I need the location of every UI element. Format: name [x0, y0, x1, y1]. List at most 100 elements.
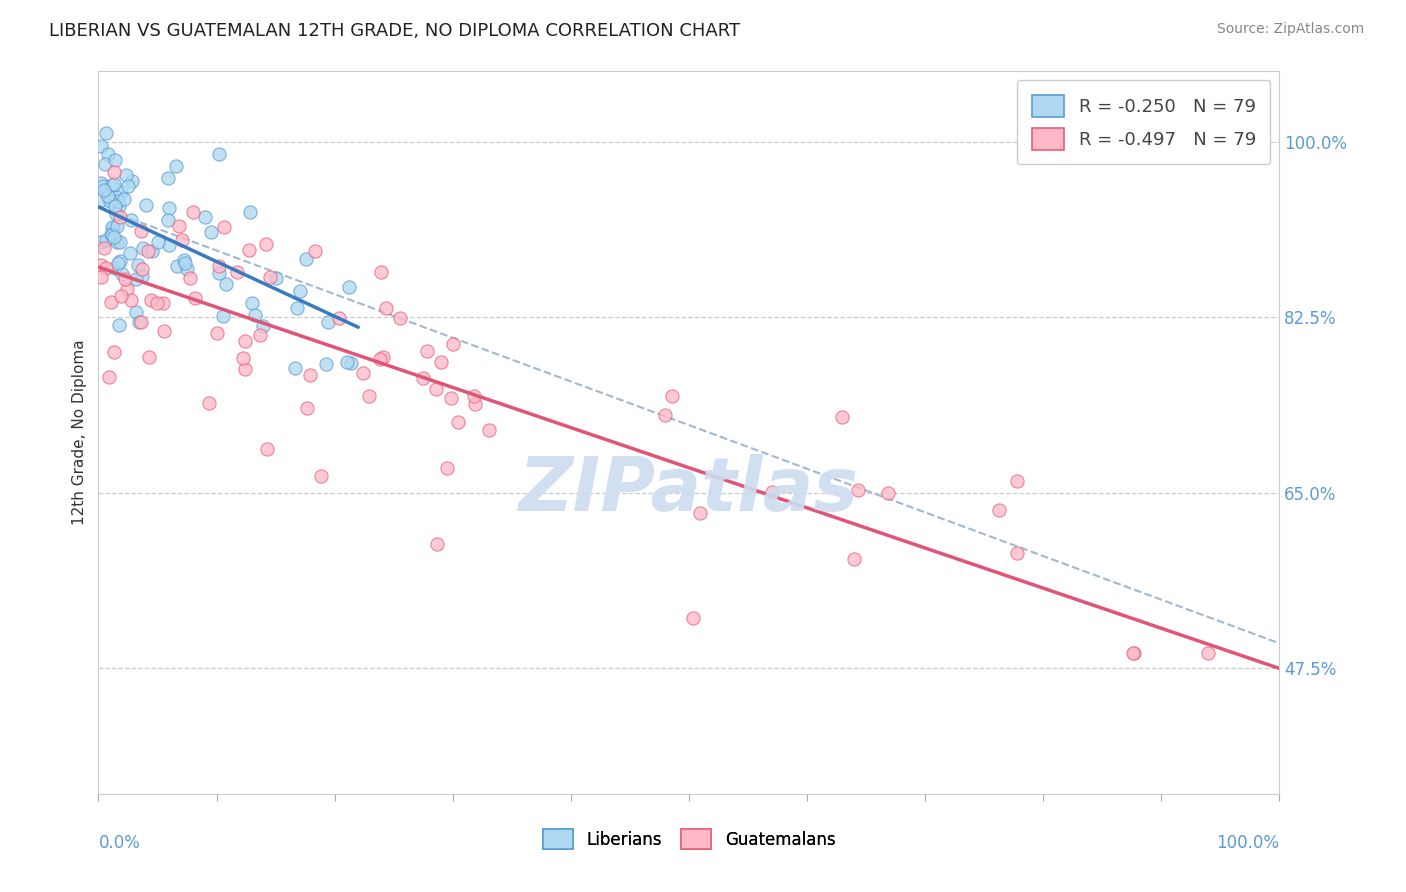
- Point: [114, 272, 136, 286]
- Point: [988, 503, 1011, 517]
- Point: [118, 245, 141, 260]
- Point: [103, 177, 125, 191]
- Point: [328, 311, 350, 326]
- Point: [211, 309, 233, 323]
- Point: [337, 280, 360, 294]
- Point: [167, 219, 190, 233]
- Point: [165, 160, 187, 174]
- Point: [157, 201, 180, 215]
- Point: [215, 277, 238, 292]
- Point: [174, 256, 197, 270]
- Point: [97, 189, 120, 203]
- Point: [200, 225, 222, 239]
- Point: [129, 315, 152, 329]
- Point: [370, 265, 392, 279]
- Point: [90, 269, 112, 284]
- Point: [761, 484, 783, 499]
- Point: [135, 198, 157, 212]
- Point: [114, 168, 136, 182]
- Point: [129, 224, 152, 238]
- Point: [252, 319, 274, 334]
- Point: [103, 165, 125, 179]
- Point: [107, 194, 129, 208]
- Point: [112, 192, 135, 206]
- Point: [249, 328, 271, 343]
- Y-axis label: 12th Grade, No Diploma: 12th Grade, No Diploma: [72, 340, 87, 525]
- Point: [844, 552, 866, 566]
- Point: [238, 243, 260, 257]
- Point: [284, 360, 307, 375]
- Point: [340, 355, 363, 369]
- Point: [266, 271, 288, 285]
- Point: [426, 537, 449, 551]
- Point: [259, 270, 281, 285]
- Point: [375, 301, 398, 315]
- Point: [100, 295, 122, 310]
- Point: [125, 272, 148, 286]
- Point: [125, 304, 148, 318]
- Point: [194, 210, 217, 224]
- Point: [128, 315, 150, 329]
- Point: [239, 205, 262, 219]
- Point: [107, 256, 129, 270]
- Point: [166, 259, 188, 273]
- Point: [105, 219, 128, 233]
- Point: [371, 350, 394, 364]
- Point: [131, 262, 153, 277]
- Point: [90, 235, 112, 250]
- Point: [446, 415, 468, 429]
- Point: [389, 310, 412, 325]
- Point: [877, 486, 900, 500]
- Point: [412, 371, 434, 385]
- Point: [1122, 646, 1144, 660]
- Point: [93, 183, 115, 197]
- Point: [120, 293, 142, 308]
- Text: Source: ZipAtlas.com: Source: ZipAtlas.com: [1216, 22, 1364, 37]
- Point: [170, 233, 193, 247]
- Point: [205, 326, 228, 340]
- Point: [416, 343, 439, 358]
- Point: [368, 351, 391, 366]
- Point: [439, 392, 461, 406]
- Point: [464, 397, 486, 411]
- Text: LIBERIAN VS GUATEMALAN 12TH GRADE, NO DIPLOMA CORRELATION CHART: LIBERIAN VS GUATEMALAN 12TH GRADE, NO DI…: [49, 22, 741, 40]
- Point: [120, 212, 142, 227]
- Point: [97, 147, 120, 161]
- Point: [157, 171, 180, 186]
- Point: [146, 296, 169, 310]
- Point: [316, 315, 339, 329]
- Point: [430, 355, 453, 369]
- Point: [256, 236, 278, 251]
- Point: [101, 221, 124, 235]
- Point: [153, 324, 176, 338]
- Point: [654, 408, 676, 422]
- Point: [173, 252, 195, 267]
- Point: [436, 461, 458, 475]
- Point: [831, 410, 853, 425]
- Point: [256, 442, 278, 456]
- Point: [94, 233, 117, 247]
- Point: [298, 368, 321, 383]
- Point: [208, 266, 231, 280]
- Point: [288, 285, 311, 299]
- Point: [208, 260, 231, 274]
- Point: [110, 186, 132, 200]
- Point: [208, 147, 231, 161]
- Point: [198, 396, 221, 410]
- Point: [425, 382, 447, 396]
- Point: [243, 308, 266, 322]
- Point: [212, 220, 235, 235]
- Point: [136, 244, 159, 258]
- Point: [233, 334, 256, 348]
- Point: [115, 282, 138, 296]
- Point: [225, 265, 247, 279]
- Point: [100, 227, 122, 241]
- Point: [295, 252, 318, 266]
- Point: [146, 235, 169, 249]
- Point: [97, 190, 120, 204]
- Point: [110, 254, 132, 268]
- Point: [285, 301, 308, 316]
- Point: [108, 318, 131, 332]
- Point: [682, 611, 704, 625]
- Point: [478, 423, 501, 437]
